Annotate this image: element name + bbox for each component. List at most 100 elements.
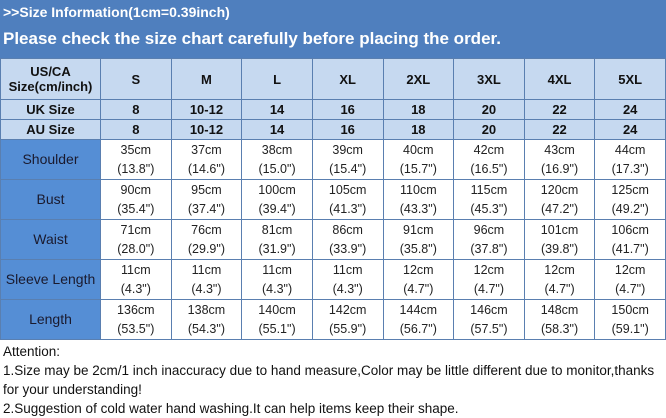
- size-header-text: M: [201, 71, 212, 87]
- corner-header-text: Size(cm/inch): [8, 79, 93, 94]
- measurement-label: Bust: [0, 179, 101, 220]
- measurement-value-text: (49.2"): [611, 201, 649, 216]
- header-row: US/CA Size(cm/inch) S M L XL 2XL 3XL 4XL 5XL: [0, 58, 666, 100]
- uk-size-value-text: 18: [411, 102, 426, 117]
- measurement-value: 43cm (16.9"): [523, 139, 596, 180]
- au-size-value-text: 10-12: [189, 122, 224, 137]
- measurement-row: Waist 71cm (28.0") 76cm (29.9") 81cm (31.9") 86…: [0, 219, 666, 260]
- measurement-value-text: 140cm: [258, 302, 296, 317]
- measurement-label: Waist: [0, 219, 101, 260]
- measurement-value-text: 115cm: [470, 182, 508, 197]
- uk-size-value-text: 16: [340, 102, 355, 117]
- measurement-value-text: 150cm: [611, 302, 649, 317]
- measurement-value-text: (16.9"): [541, 161, 579, 176]
- uk-size-value: 16: [311, 99, 384, 120]
- measurement-value-text: (14.6"): [187, 161, 225, 176]
- measurement-value: 140cm (55.1"): [241, 299, 313, 340]
- measurement-value: 12cm (4.7"): [382, 259, 455, 300]
- measurement-value-text: (58.3"): [541, 321, 579, 336]
- measurement-value-text: 144cm: [399, 302, 438, 317]
- au-size-value-text: 14: [269, 122, 285, 137]
- uk-size-value: 24: [594, 99, 666, 120]
- measurement-value-text: (4.7"): [544, 281, 575, 296]
- measurement-value-text: (13.8"): [117, 161, 155, 176]
- size-info-subtitle: Please check the size chart carefully be…: [3, 29, 501, 48]
- uk-size-value: 8: [100, 99, 172, 120]
- measurement-label-text: Shoulder: [22, 151, 79, 167]
- measurement-value-text: (59.1"): [611, 321, 649, 336]
- measurement-row: Shoulder 35cm (13.8") 37cm (14.6") 38cm (15.0"…: [0, 139, 666, 180]
- size-header: XL: [311, 58, 384, 100]
- uk-size-value-text: 22: [552, 102, 567, 117]
- measurement-value-text: (4.7"): [615, 281, 646, 296]
- measurement-value: 95cm (37.4"): [170, 179, 243, 220]
- au-size-value: 16: [311, 119, 384, 140]
- size-header: 2XL: [382, 58, 455, 100]
- au-size-value: 18: [382, 119, 455, 140]
- au-size-value: 24: [594, 119, 666, 140]
- measurement-value-text: 91cm: [403, 222, 434, 237]
- au-size-row: AU Size 8 10-12 14 16 18 20 22 24: [0, 119, 666, 140]
- size-header: 4XL: [523, 58, 596, 100]
- measurement-label-text: Bust: [36, 191, 65, 207]
- uk-size-value: 10-12: [170, 99, 243, 120]
- measurement-label-text: Sleeve Length: [5, 271, 96, 287]
- measurement-value: 81cm (31.9"): [241, 219, 313, 260]
- measurement-value-text: 101cm: [540, 222, 579, 237]
- measurement-value-text: 110cm: [400, 182, 437, 197]
- measurement-label: Length: [0, 299, 101, 340]
- measurement-value-text: (15.0"): [258, 161, 296, 176]
- measurement-value-text: (29.9"): [187, 241, 225, 256]
- measurement-value: 136cm (53.5"): [100, 299, 172, 340]
- au-size-value-text: 18: [411, 122, 426, 137]
- au-size-label-text: AU Size: [26, 122, 75, 137]
- measurement-value-text: 90cm: [120, 182, 152, 197]
- size-info-banner: >>Size Information(1cm=0.39inch) Please …: [0, 0, 666, 58]
- au-size-value: 22: [523, 119, 596, 140]
- uk-size-label: UK Size: [0, 99, 101, 120]
- size-header-text: 2XL: [406, 71, 431, 87]
- measurement-value-text: 11cm: [262, 262, 292, 277]
- corner-header-text: US/CA: [30, 64, 71, 79]
- measurement-value-text: 37cm: [191, 142, 222, 157]
- measurement-value-text: 71cm: [120, 222, 152, 237]
- uk-size-value: 18: [382, 99, 455, 120]
- measurement-value-text: 43cm: [544, 142, 575, 157]
- size-header: S: [100, 58, 172, 100]
- measurement-value-text: 136cm: [117, 302, 155, 317]
- measurement-value: 101cm (39.8"): [523, 219, 596, 260]
- measurement-value: 37cm (14.6"): [170, 139, 243, 180]
- measurement-value: 44cm (17.3"): [594, 139, 666, 180]
- measurement-value: 91cm (35.8"): [382, 219, 455, 260]
- measurement-value: 12cm (4.7"): [453, 259, 525, 300]
- measurement-value: 11cm (4.3"): [241, 259, 313, 300]
- attention-note-1: 1.Size may be 2cm/1 inch inaccuracy due …: [3, 363, 655, 397]
- measurement-label-text: Waist: [33, 231, 68, 247]
- uk-size-value-text: 14: [269, 102, 285, 117]
- measurement-value-text: 38cm: [261, 142, 293, 157]
- measurement-value: 138cm (54.3"): [170, 299, 243, 340]
- size-header-text: L: [273, 71, 282, 87]
- measurement-value-text: (15.7"): [399, 161, 437, 176]
- measurement-label-text: Length: [29, 311, 72, 327]
- measurement-value-text: 106cm: [611, 222, 649, 237]
- measurement-value-text: (39.8"): [541, 241, 579, 256]
- measurement-value-text: (4.3"): [191, 281, 222, 296]
- measurement-value-text: (33.9"): [329, 241, 367, 256]
- measurement-value-text: (37.8"): [470, 241, 508, 256]
- corner-header: US/CA Size(cm/inch): [0, 58, 101, 100]
- au-size-value: 20: [453, 119, 525, 140]
- measurement-row: Length 136cm (53.5") 138cm (54.3") 140cm (55.1…: [0, 299, 666, 340]
- measurement-value: 144cm (56.7"): [382, 299, 455, 340]
- measurement-value-text: (28.0"): [117, 241, 155, 256]
- measurement-value-text: (4.3"): [120, 281, 151, 296]
- measurement-value-text: 142cm: [328, 302, 367, 317]
- measurement-value-text: (56.7"): [399, 321, 437, 336]
- size-header-text: 3XL: [477, 71, 501, 87]
- measurement-value-text: (4.7"): [473, 281, 504, 296]
- measurement-label: Sleeve Length: [0, 259, 101, 300]
- uk-size-label-text: UK Size: [26, 102, 75, 117]
- measurement-value-text: 100cm: [258, 182, 296, 197]
- measurement-value: 106cm (41.7"): [594, 219, 666, 260]
- attention-title: Attention:: [3, 344, 61, 359]
